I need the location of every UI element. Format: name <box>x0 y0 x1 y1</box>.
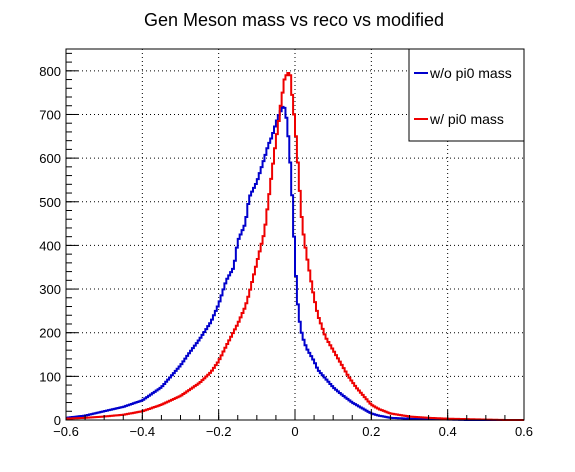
y-tick-label: 700 <box>39 107 61 122</box>
y-tick-label: 400 <box>39 238 61 253</box>
legend-label-w-pi0: w/ pi0 mass <box>429 111 504 127</box>
x-tick-label: 0.2 <box>362 424 380 439</box>
legend: w/o pi0 mass w/ pi0 mass <box>408 48 525 142</box>
x-tick-label: 0 <box>291 424 298 439</box>
y-tick-label: 200 <box>39 326 61 341</box>
y-tick-label: 0 <box>54 413 61 428</box>
x-tick-label: −0.6 <box>53 424 79 439</box>
legend-box <box>408 48 525 142</box>
axes: −0.6 −0.4 −0.2 0 0.2 0.4 0.6 0 100 200 300 400 500 60… <box>39 52 533 439</box>
x-tick-label: −0.4 <box>129 424 155 439</box>
y-tick-label: 800 <box>39 64 61 79</box>
x-tick-label: 0.4 <box>439 424 457 439</box>
x-tick-label: 0.6 <box>515 424 533 439</box>
y-tick-label: 300 <box>39 282 61 297</box>
legend-label-wo-pi0: w/o pi0 mass <box>429 65 512 81</box>
x-tick-label: −0.2 <box>206 424 232 439</box>
series-line-0 <box>66 105 524 421</box>
y-tick-label: 100 <box>39 369 61 384</box>
series-layer <box>66 72 524 421</box>
y-tick-label: 600 <box>39 151 61 166</box>
chart-title: Gen Meson mass vs reco vs modified <box>144 10 444 30</box>
series-line-1 <box>66 72 524 421</box>
y-tick-label: 500 <box>39 195 61 210</box>
